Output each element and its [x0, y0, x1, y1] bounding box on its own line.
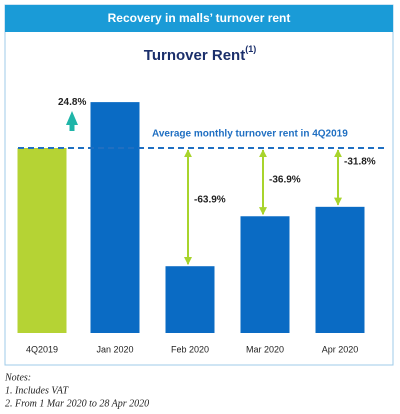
- x-tick-label: Apr 2020: [322, 344, 359, 354]
- reference-label: Average monthly turnover rent in 4Q2019: [152, 129, 348, 140]
- note: 2. From 1 Mar 2020 to 28 Apr 2020: [5, 398, 149, 409]
- change-arrow: [66, 111, 78, 131]
- chart-title: Turnover Rent(1): [144, 44, 256, 64]
- x-tick-label: Jan 2020: [96, 344, 133, 354]
- title-text: Turnover Rent: [144, 47, 245, 64]
- change-label: -31.8%: [344, 157, 376, 168]
- bar: [240, 216, 290, 333]
- change-label: 24.8%: [58, 97, 86, 108]
- x-tick-label: Feb 2020: [171, 344, 209, 354]
- notes-title: Notes:: [4, 372, 31, 383]
- note: 1. Includes VAT: [5, 385, 69, 396]
- header-bar: [5, 5, 393, 32]
- bar: [165, 266, 215, 333]
- change-label: -36.9%: [269, 175, 301, 186]
- header-title: Recovery in malls’ turnover rent: [108, 11, 291, 25]
- x-tick-label: 4Q2019: [26, 344, 58, 354]
- bar: [315, 206, 365, 333]
- x-tick-label: Mar 2020: [246, 344, 284, 354]
- change-label: -63.9%: [194, 195, 226, 206]
- bar: [90, 102, 140, 334]
- title-superscript: (1): [245, 44, 256, 54]
- bar: [17, 148, 67, 333]
